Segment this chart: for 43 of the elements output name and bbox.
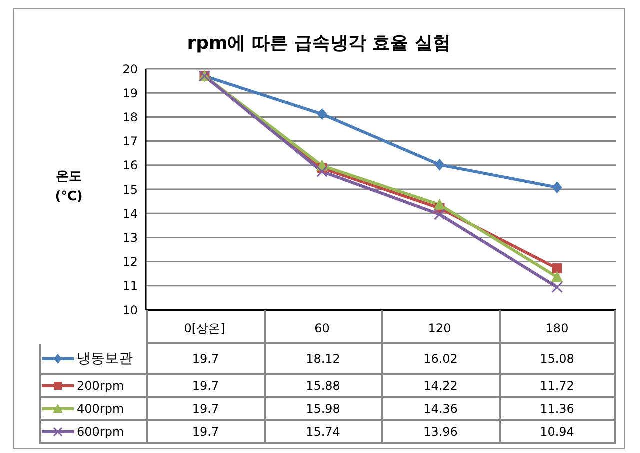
y-tick-label: 16 (122, 158, 138, 173)
point (317, 108, 328, 120)
data-label: 15.08 (498, 344, 616, 375)
data-label: 10.94 (498, 421, 616, 444)
data-label: 11.72 (498, 375, 616, 398)
data-label: 18.12 (264, 344, 381, 375)
y-tick-label: 13 (122, 230, 138, 245)
y-axis-title: 온도 (℃) (55, 170, 83, 204)
y-tick-label: 11 (122, 279, 138, 294)
y-tick-label: 20 (122, 62, 138, 76)
data-label: 15.74 (264, 421, 381, 444)
x-tick-label: 0[상온] (184, 322, 226, 336)
y-tick-label: 17 (122, 134, 138, 149)
y-tick-label: 14 (122, 206, 138, 221)
point (434, 158, 445, 171)
legend-label: 400rpm (77, 402, 124, 416)
legend-label: 200rpm (77, 378, 124, 392)
x-tick-label: 120 (428, 322, 452, 336)
chart-title: rpm에 따른 급속냉각 효율 실험 (186, 32, 452, 55)
data-label: 11.36 (498, 398, 616, 421)
data-label: 13.96 (381, 421, 498, 444)
y-tick-label: 18 (122, 110, 138, 124)
data-label: 15.98 (264, 398, 381, 421)
data-label: 19.7 (146, 421, 264, 444)
y-tick-label: 10 (122, 303, 138, 318)
data-label: 16.02 (381, 344, 498, 375)
point (434, 198, 446, 210)
x-tick-label: 60 (314, 322, 330, 336)
data-label: 14.22 (381, 375, 498, 398)
y-tick-label: 19 (122, 86, 138, 100)
point (552, 264, 562, 274)
y-tick-label: 12 (122, 255, 138, 270)
data-label: 19.7 (146, 344, 264, 375)
point (552, 182, 562, 194)
legend-label: 냉동보관 (77, 350, 133, 368)
data-label: 19.7 (146, 375, 264, 398)
y-tick-label: 15 (122, 182, 138, 197)
data-label: 15.88 (264, 375, 381, 398)
data-label: 19.7 (146, 398, 264, 421)
x-tick-label: 180 (546, 322, 569, 336)
legend-label: 600rpm (77, 424, 124, 438)
data-label: 14.36 (381, 398, 498, 421)
point (551, 271, 564, 282)
